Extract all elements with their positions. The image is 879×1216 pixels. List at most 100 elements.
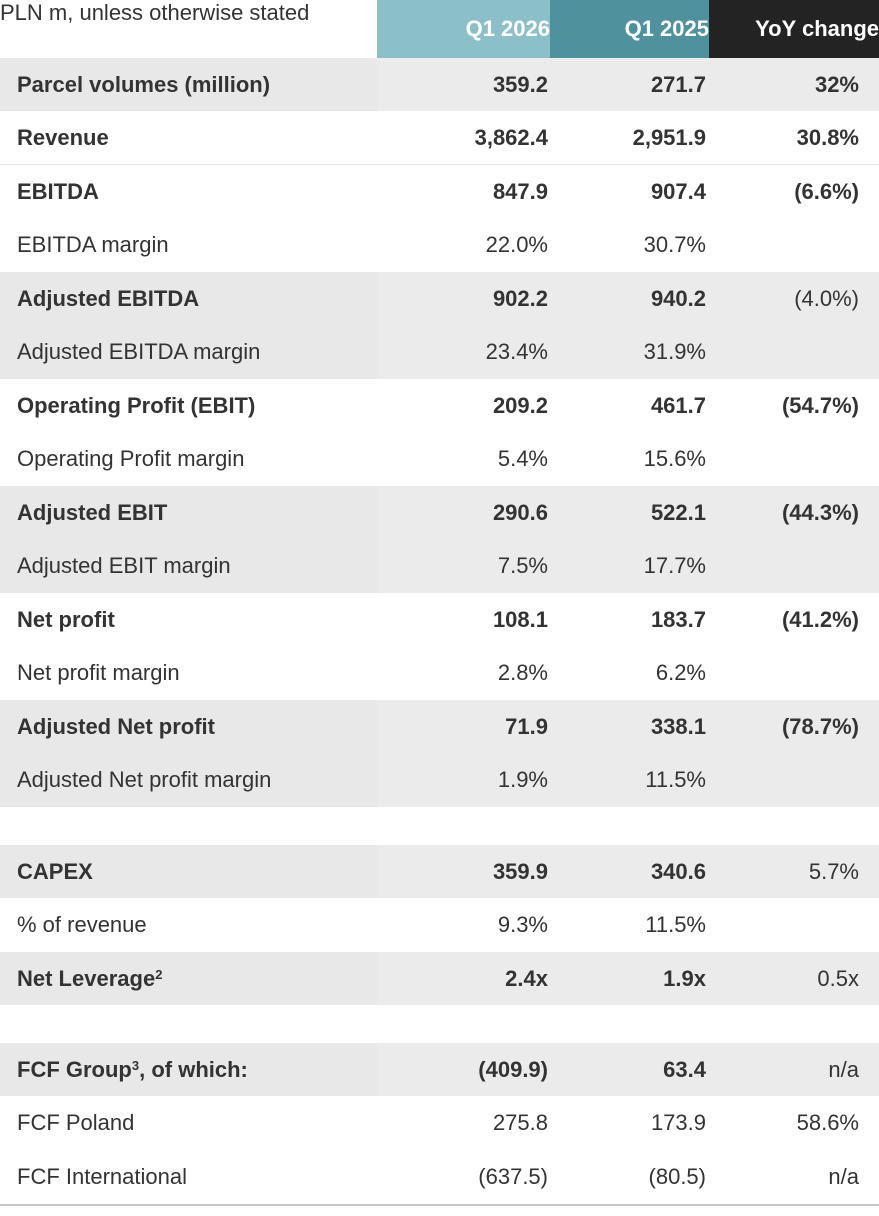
table-row: Operating Profit (EBIT) 209.2 461.7 (54.… [0,379,879,432]
value-q1-2026: 847.9 [377,164,550,218]
row-label-text: Net Leverage [17,965,156,991]
value-yoy [709,218,879,272]
row-label: Net profit [17,606,115,632]
row-label: Net Leverage2 [0,952,377,1005]
value-q1-2026: 275.8 [492,1110,548,1135]
value-yoy [709,753,879,807]
row-label: Parcel volumes (million) [0,58,377,111]
row-label: FCF Group3, of which: [0,1043,377,1096]
table-row: % of revenue 9.3% 11.5% [0,898,879,952]
header-row: PLN m, unless otherwise stated Q1 2026 Q… [0,0,879,58]
value-q1-2025: 11.5% [645,912,706,937]
value-yoy [709,646,879,700]
value-q1-2025: 63.4 [550,1043,709,1096]
row-label: Adjusted Net profit [0,700,377,753]
value-q1-2026: 22.0% [485,232,548,257]
value-q1-2026: 902.2 [377,272,550,325]
row-label: Adjusted EBIT margin [0,539,377,593]
value-yoy: 30.8% [796,124,859,150]
value-q1-2025: 17.7% [550,539,709,593]
value-yoy: (6.6%) [709,164,879,218]
row-label: Operating Profit margin [17,446,245,471]
value-q1-2025: 183.7 [650,606,706,632]
row-label: Net profit margin [17,660,180,685]
value-q1-2025: 6.2% [655,660,706,685]
value-q1-2026: 209.2 [492,392,548,418]
value-yoy: 5.7% [709,845,879,898]
value-q1-2026: 23.4% [377,325,550,379]
value-q1-2026: (637.5) [377,1150,550,1206]
table-row: Net profit margin 2.8% 6.2% [0,646,879,700]
spacer-row [0,1005,879,1043]
value-q1-2025: 461.7 [650,392,706,418]
value-yoy: (41.2%) [781,606,859,632]
value-q1-2025: 940.2 [550,272,709,325]
value-yoy [709,432,879,486]
row-label: EBITDA margin [17,232,169,257]
value-q1-2026: 3,862.4 [474,124,548,150]
footnote-marker: 2 [155,966,163,982]
row-label: Operating Profit (EBIT) [17,392,256,418]
value-yoy: (78.7%) [709,700,879,753]
table-row: Adjusted EBIT margin 7.5% 17.7% [0,539,879,593]
table-row: EBITDA 847.9 907.4 (6.6%) [0,164,879,218]
value-q1-2026: 7.5% [377,539,550,593]
row-label: CAPEX [0,845,377,898]
column-header-q1-2025: Q1 2025 [550,0,709,58]
unit-note: PLN m, unless otherwise stated [0,0,377,58]
value-q1-2026: (409.9) [377,1043,550,1096]
value-q1-2025: 2,951.9 [632,124,706,150]
column-header-yoy-change: YoY change [709,0,879,58]
row-label-suffix: , of which: [139,1056,248,1082]
value-q1-2025: 11.5% [550,753,709,807]
value-yoy: n/a [709,1150,879,1206]
table-row: Adjusted Net profit margin 1.9% 11.5% [0,753,879,807]
value-q1-2025: 338.1 [550,700,709,753]
row-label-text: FCF Group [17,1056,132,1082]
column-header-q1-2026: Q1 2026 [377,0,550,58]
value-q1-2026: 1.9% [377,753,550,807]
table-row: Net Leverage2 2.4x 1.9x 0.5x [0,952,879,1005]
value-yoy: 0.5x [709,952,879,1005]
table-row: Adjusted EBIT 290.6 522.1 (44.3%) [0,486,879,539]
table-row: EBITDA margin 22.0% 30.7% [0,218,879,272]
value-q1-2026: 359.9 [377,845,550,898]
value-q1-2025: 31.9% [550,325,709,379]
table-row: Parcel volumes (million) 359.2 271.7 32% [0,58,879,111]
value-yoy [709,898,879,952]
row-label: % of revenue [17,912,147,937]
row-label: Adjusted EBITDA [0,272,377,325]
value-q1-2026: 359.2 [377,58,550,111]
spacer-row [0,807,879,845]
value-q1-2026: 290.6 [377,486,550,539]
value-q1-2025: 340.6 [550,845,709,898]
value-q1-2025: 1.9x [550,952,709,1005]
row-label: Adjusted EBIT [0,486,377,539]
value-q1-2026: 108.1 [492,606,548,632]
table-row: FCF International (637.5) (80.5) n/a [0,1150,879,1206]
table-row: Adjusted EBITDA margin 23.4% 31.9% [0,325,879,379]
value-q1-2025: 30.7% [643,232,706,257]
table-row: FCF Group3, of which: (409.9) 63.4 n/a [0,1043,879,1096]
value-q1-2026: 71.9 [377,700,550,753]
table-row: CAPEX 359.9 340.6 5.7% [0,845,879,898]
value-q1-2026: 5.4% [497,446,548,471]
row-label: Adjusted Net profit margin [0,753,377,807]
table-row: Revenue 3,862.4 2,951.9 30.8% [0,111,879,165]
value-yoy: n/a [709,1043,879,1096]
value-yoy [709,539,879,593]
value-q1-2025: 907.4 [550,164,709,218]
table-row: Net profit 108.1 183.7 (41.2%) [0,593,879,646]
value-yoy: (44.3%) [709,486,879,539]
value-yoy: 58.6% [796,1110,859,1135]
value-yoy: 32% [709,58,879,111]
value-q1-2026: 9.3% [497,912,548,937]
value-q1-2025: 173.9 [650,1110,706,1135]
value-yoy: (4.0%) [709,272,879,325]
footnote-marker: 3 [131,1057,140,1073]
value-q1-2026: 2.8% [497,660,548,685]
value-q1-2025: 15.6% [643,446,706,471]
value-q1-2025: 522.1 [550,486,709,539]
row-label: Revenue [17,124,109,150]
